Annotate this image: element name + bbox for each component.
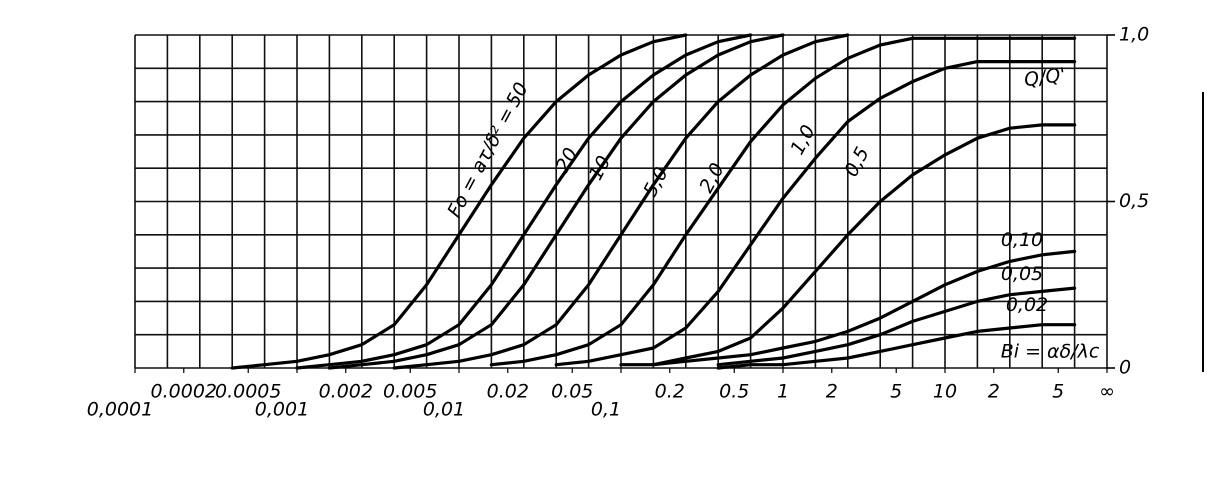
series-name: 0,02 xyxy=(1006,294,1048,316)
y-tick-label: 1,0 xyxy=(1119,24,1149,46)
curve xyxy=(230,33,688,370)
x-tick-label: 10 xyxy=(933,381,957,403)
x-tick-label: 0,01 xyxy=(423,399,465,421)
curve xyxy=(554,60,1077,367)
x-tick-label: 0.005 xyxy=(383,381,437,403)
x-tick-label: 1 xyxy=(777,381,789,403)
x-tick-label: 0.02 xyxy=(487,381,529,403)
x-tick-label: ∞ xyxy=(1099,381,1115,403)
curve-label: 0,02 xyxy=(1006,294,1048,316)
curve xyxy=(716,323,1077,370)
x-tick-label: 0,0001 xyxy=(87,399,153,421)
curve-label: 0,5 xyxy=(840,143,874,180)
curve xyxy=(619,123,1077,367)
curve xyxy=(489,36,1077,367)
x-tick-label: 0.0005 xyxy=(215,381,281,403)
curve-label: 1,0 xyxy=(786,121,820,158)
series-name: 0,10 xyxy=(1001,229,1043,251)
curve xyxy=(327,33,785,370)
x-tick-label: 2 xyxy=(988,381,1000,403)
curve-label: 0,05 xyxy=(1001,263,1043,285)
x-tick-label: 0.0002 xyxy=(151,381,217,403)
x-tick-label: 0.5 xyxy=(719,381,749,403)
x-tick-label: 0.002 xyxy=(319,381,373,403)
x-tick-label: 5 xyxy=(1052,381,1064,403)
curve xyxy=(392,33,850,370)
x-tick-label: 0.05 xyxy=(551,381,593,403)
x-tick-label: 2 xyxy=(826,381,838,403)
series-name: 2,0 xyxy=(695,159,729,196)
curve-label: 0,10 xyxy=(1001,229,1043,251)
x-tick-label: 5 xyxy=(890,381,902,403)
curve xyxy=(295,33,753,370)
y-tick-label: 0,5 xyxy=(1119,190,1149,212)
series-name: 0,05 xyxy=(1001,263,1043,285)
series-name: 1,0 xyxy=(786,121,820,158)
curve xyxy=(651,249,1077,367)
y-tick-label: 0 xyxy=(1119,357,1131,379)
x-annotation: Bi = αδ/λc xyxy=(1001,341,1100,363)
curve xyxy=(716,286,1077,367)
series-name: 0,5 xyxy=(840,143,874,180)
x-tick-label: 0,1 xyxy=(591,399,621,421)
series-name: 50 xyxy=(502,79,533,111)
curve-label: Fo = aτ/δ² =50 xyxy=(443,79,533,221)
curve-label: 2,0 xyxy=(695,159,729,196)
x-tick-label: 0,001 xyxy=(255,399,309,421)
x-tick-label: 0.2 xyxy=(655,381,685,403)
